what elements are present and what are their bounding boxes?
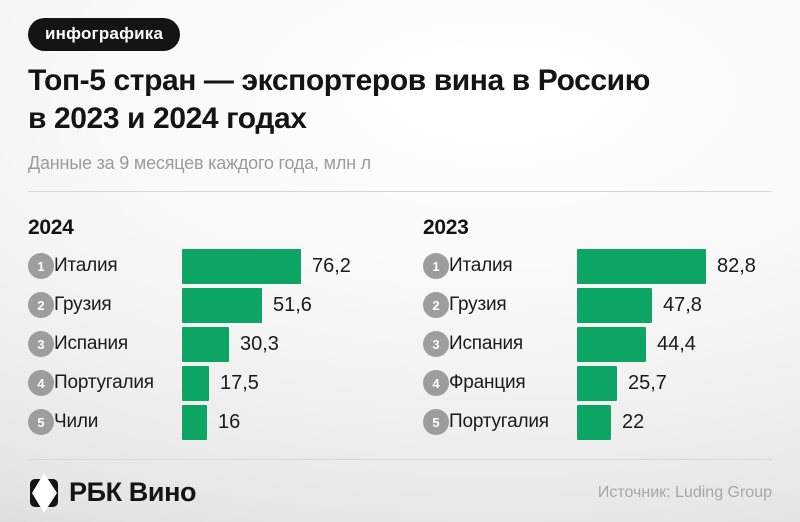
table-row: 5 Португалия 22 — [423, 403, 772, 442]
column-2024: 2024 1 Италия 76,2 2 Грузия 51,6 3 Испания 30,3 4… — [28, 192, 400, 442]
value-label: 30,3 — [240, 332, 279, 355]
table-row: 3 Испания 44,4 — [423, 325, 772, 364]
value-label: 47,8 — [663, 293, 702, 316]
value-label: 22 — [622, 410, 645, 433]
brand-label: РБК Вино — [69, 477, 197, 508]
rank-badge: 5 — [28, 409, 54, 436]
brand: РБК Вино — [28, 472, 197, 513]
value-bar — [182, 365, 209, 401]
rank-badge: 2 — [423, 292, 449, 319]
column-2023-header: 2023 — [423, 215, 469, 239]
table-row: 5 Чили 16 — [28, 403, 400, 442]
page-title-line2: в 2023 и 2024 годах — [28, 101, 307, 135]
table-row: 1 Италия 76,2 — [28, 247, 400, 286]
top-divider — [28, 190, 772, 192]
page-title-line1: Топ-5 стран — экспортеров вина в Россию — [28, 64, 650, 97]
value-bar — [577, 365, 617, 401]
column-2024-header: 2024 — [28, 215, 74, 239]
country-label: Грузия — [54, 294, 112, 316]
country-label: Грузия — [449, 294, 507, 316]
rbc-logo-icon — [30, 472, 58, 513]
value-label: 44,4 — [657, 332, 696, 355]
table-row: 1 Италия 82,8 — [423, 247, 772, 286]
value-bar — [577, 404, 611, 440]
page-title: Топ-5 стран — экспортеров вина в Россию … — [28, 62, 772, 138]
country-label: Португалия — [449, 411, 549, 433]
infographic-badge: инфографика — [28, 18, 181, 51]
country-label: Италия — [449, 255, 513, 277]
column-2023: 2023 1 Италия 82,8 2 Грузия 47,8 3 Испания 44,4 4… — [423, 192, 772, 442]
source-label: Источник: Luding Group — [597, 483, 772, 501]
rank-badge: 3 — [28, 331, 54, 358]
rank-badge: 3 — [423, 331, 449, 358]
rank-badge: 4 — [423, 370, 449, 397]
country-label: Чили — [54, 411, 99, 433]
country-label: Португалия — [54, 372, 154, 394]
rank-badge: 2 — [28, 292, 54, 319]
value-bar — [577, 287, 652, 323]
column-2024-rows: 1 Италия 76,2 2 Грузия 51,6 3 Испания 30,3 4 Порту… — [28, 247, 400, 442]
value-label: 51,6 — [273, 293, 312, 316]
table-row: 4 Франция 25,7 — [423, 364, 772, 403]
table-row: 3 Испания 30,3 — [28, 325, 400, 364]
value-label: 16 — [218, 410, 241, 433]
country-label: Испания — [54, 333, 129, 355]
subtitle: Данные за 9 месяцев каждого года, млн л — [28, 152, 371, 173]
country-label: Франция — [449, 372, 526, 394]
rank-badge: 5 — [423, 409, 449, 436]
value-bar — [577, 248, 706, 284]
chart-columns: 2024 1 Италия 76,2 2 Грузия 51,6 3 Испания 30,3 4… — [28, 192, 772, 442]
value-label: 25,7 — [628, 371, 667, 394]
country-label: Испания — [449, 333, 524, 355]
footer: РБК Вино Источник: Luding Group — [28, 472, 772, 513]
value-bar — [182, 404, 207, 440]
table-row: 4 Португалия 17,5 — [28, 364, 400, 403]
country-label: Италия — [54, 255, 118, 277]
value-label: 76,2 — [312, 254, 351, 277]
rank-badge: 1 — [28, 253, 54, 280]
value-label: 17,5 — [220, 371, 259, 394]
rank-badge: 4 — [28, 370, 54, 397]
column-2023-rows: 1 Италия 82,8 2 Грузия 47,8 3 Испания 44,4 4 Франц… — [423, 247, 772, 442]
value-label: 82,8 — [717, 254, 756, 277]
value-bar — [182, 287, 262, 323]
table-row: 2 Грузия 47,8 — [423, 286, 772, 325]
table-row: 2 Грузия 51,6 — [28, 286, 400, 325]
bottom-divider — [28, 458, 772, 460]
rank-badge: 1 — [423, 253, 449, 280]
value-bar — [182, 326, 229, 362]
value-bar — [182, 248, 301, 284]
value-bar — [577, 326, 646, 362]
